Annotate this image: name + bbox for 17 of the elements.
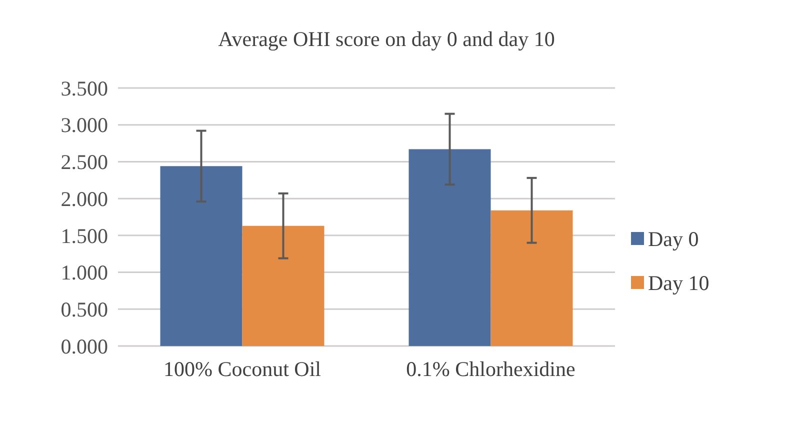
bar bbox=[242, 226, 324, 346]
x-tick-label: 100% Coconut Oil bbox=[164, 357, 322, 381]
y-tick-label: 1.000 bbox=[60, 260, 108, 285]
y-tick-label: 2.500 bbox=[60, 150, 108, 174]
y-tick-label: 3.000 bbox=[60, 113, 108, 138]
legend-label: Day 10 bbox=[648, 270, 710, 295]
y-tick-label: 0.500 bbox=[60, 297, 108, 322]
bar bbox=[160, 166, 242, 346]
bar bbox=[408, 149, 491, 346]
chart-title: Average OHI score on day 0 and day 10 bbox=[218, 27, 555, 51]
y-tick-label: 1.500 bbox=[60, 224, 108, 248]
x-tick-label: 0.1% Chlorhexidine bbox=[406, 357, 576, 381]
legend-label: Day 0 bbox=[648, 226, 699, 251]
y-tick-label: 2.000 bbox=[60, 186, 108, 211]
bar bbox=[490, 210, 573, 346]
y-tick-label: 0.000 bbox=[60, 334, 108, 358]
y-tick-label: 3.500 bbox=[60, 76, 108, 100]
